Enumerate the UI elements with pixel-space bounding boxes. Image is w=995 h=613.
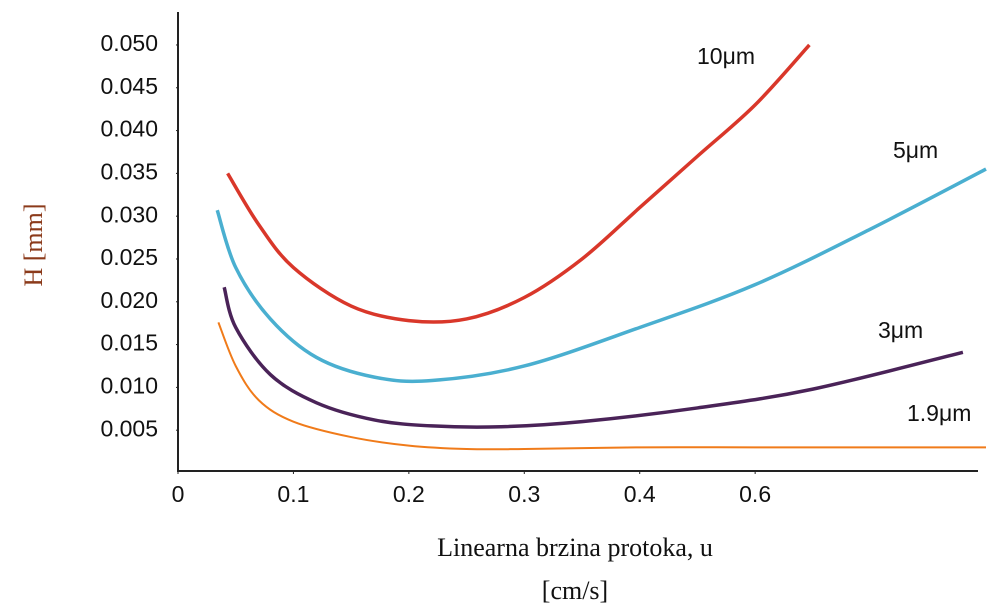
series-line [217, 321, 986, 451]
x-tick-label: 0.3 [508, 481, 540, 507]
series-label: 3μm [878, 317, 923, 343]
y-tick-label: 0.005 [100, 415, 158, 441]
y-tick-label: 0.020 [100, 287, 158, 313]
y-tick-label: 0.010 [100, 372, 158, 398]
y-tick-label: 0.015 [100, 330, 158, 356]
x-tick-label: 0.6 [739, 481, 771, 507]
series-line [226, 43, 811, 324]
series-line [222, 286, 964, 429]
x-tick-label: 0.1 [277, 481, 309, 507]
y-tick-label: 0.025 [100, 244, 158, 270]
y-tick-label: 0.035 [100, 158, 158, 184]
y-tick-label: 0.050 [100, 30, 158, 56]
x-axis-label: [cm/s] [542, 576, 608, 605]
y-tick-label: 0.045 [100, 73, 158, 99]
y-axis-label: H [mm] [19, 203, 48, 286]
x-axis-label: Linearna brzina protoka, u [437, 533, 713, 562]
y-tick-label: 0.040 [100, 116, 158, 142]
series-line [215, 167, 987, 384]
series-label: 1.9μm [907, 400, 971, 426]
x-tick-label: 0.4 [624, 481, 656, 507]
y-tick-label: 0.030 [100, 201, 158, 227]
series-label: 5μm [893, 137, 938, 163]
x-tick-label: 0 [172, 481, 185, 507]
series-label: 10μm [697, 43, 755, 69]
x-tick-label: 0.2 [393, 481, 425, 507]
